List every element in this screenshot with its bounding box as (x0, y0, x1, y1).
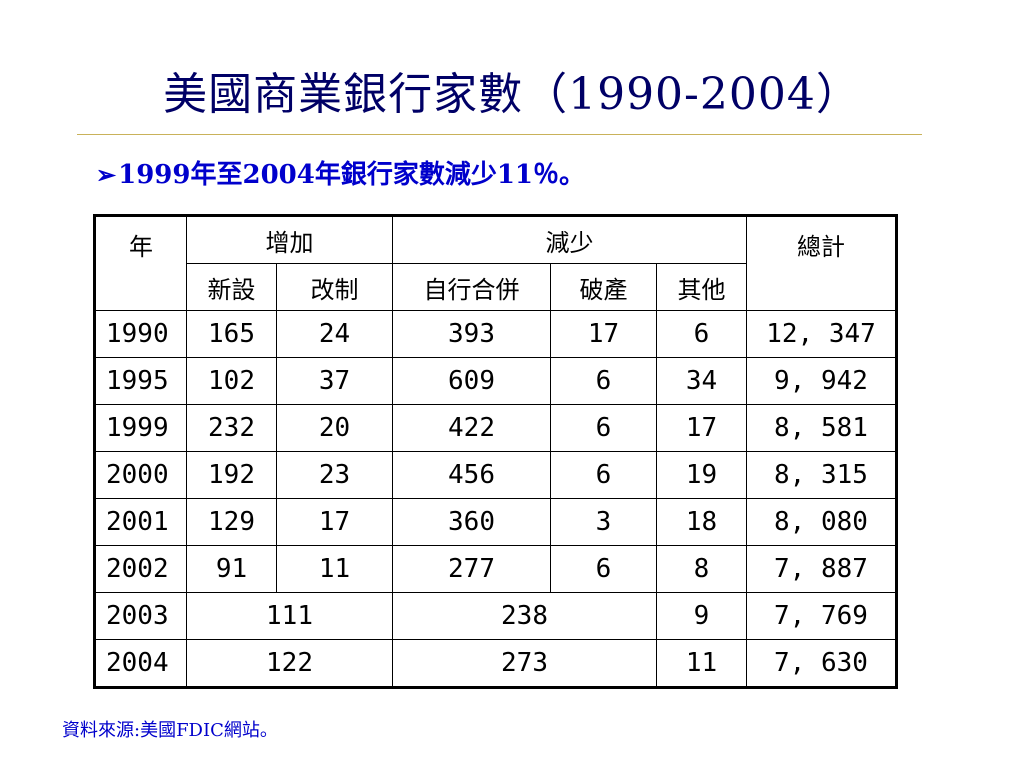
cell-total: 8, 080 (746, 498, 897, 546)
cell-other: 18 (656, 498, 747, 546)
cell-total: 7, 630 (746, 639, 897, 688)
header-new-charter: 新設 (186, 263, 277, 311)
cell-conversion: 37 (276, 357, 393, 405)
header-conversion: 改制 (276, 263, 393, 311)
bullet-text: 1999年至2004年銀行家數減少11％。 (118, 160, 586, 190)
cell-year: 2001 (94, 498, 187, 546)
table-row: 2003 111 238 9 7, 769 (94, 592, 897, 640)
cell-total: 8, 581 (746, 404, 897, 452)
cell-merger: 277 (392, 545, 551, 593)
cell-new-charter: 129 (186, 498, 277, 546)
header-total: 總計 (746, 215, 897, 311)
cell-total: 12, 347 (746, 310, 897, 358)
table-row: 2002 91 11 277 6 8 7, 887 (94, 545, 897, 593)
cell-increase-total: 122 (186, 639, 393, 688)
cell-failure: 17 (550, 310, 657, 358)
cell-new-charter: 102 (186, 357, 277, 405)
table-row: 1999 232 20 422 6 17 8, 581 (94, 404, 897, 452)
cell-new-charter: 91 (186, 545, 277, 593)
table-header-row: 年 增加 減少 總計 (94, 215, 897, 311)
bank-count-table: 年 增加 減少 總計 新設 改制 自行合併 破產 其他 1990 165 24 393… (93, 214, 898, 689)
cell-other: 34 (656, 357, 747, 405)
header-failure: 破產 (550, 263, 657, 311)
cell-year: 2004 (94, 639, 187, 688)
cell-year: 2002 (94, 545, 187, 593)
title-divider (77, 134, 922, 135)
cell-year: 1990 (94, 310, 187, 358)
cell-conversion: 11 (276, 545, 393, 593)
slide-title: 美國商業銀行家數（1990-2004） (163, 69, 861, 120)
header-increase: 增加 (186, 215, 393, 264)
cell-new-charter: 232 (186, 404, 277, 452)
source-note: 資料來源:美國FDIC網站。 (62, 720, 278, 741)
header-other: 其他 (656, 263, 747, 311)
cell-other: 9 (656, 592, 747, 640)
cell-new-charter: 165 (186, 310, 277, 358)
cell-increase-total: 111 (186, 592, 393, 640)
bullet-point: ➢1999年至2004年銀行家數減少11％。 (96, 154, 585, 191)
cell-conversion: 24 (276, 310, 393, 358)
cell-merger: 360 (392, 498, 551, 546)
cell-new-charter: 192 (186, 451, 277, 499)
cell-failure: 3 (550, 498, 657, 546)
cell-failure: 6 (550, 357, 657, 405)
table-row: 2001 129 17 360 3 18 8, 080 (94, 498, 897, 546)
cell-total: 9, 942 (746, 357, 897, 405)
cell-merger: 422 (392, 404, 551, 452)
cell-merger: 609 (392, 357, 551, 405)
cell-failure: 6 (550, 451, 657, 499)
table-row: 1995 102 37 609 6 34 9, 942 (94, 357, 897, 405)
cell-decrease-subtotal: 238 (392, 592, 657, 640)
cell-year: 1995 (94, 357, 187, 405)
table-row: 1990 165 24 393 17 6 12, 347 (94, 310, 897, 358)
header-merger: 自行合併 (392, 263, 551, 311)
table-row: 2004 122 273 11 7, 630 (94, 639, 897, 688)
cell-other: 11 (656, 639, 747, 688)
cell-merger: 456 (392, 451, 551, 499)
cell-year: 1999 (94, 404, 187, 452)
cell-total: 8, 315 (746, 451, 897, 499)
cell-failure: 6 (550, 545, 657, 593)
cell-other: 19 (656, 451, 747, 499)
header-year: 年 (94, 215, 187, 311)
table-row: 2000 192 23 456 6 19 8, 315 (94, 451, 897, 499)
cell-other: 8 (656, 545, 747, 593)
cell-conversion: 23 (276, 451, 393, 499)
cell-total: 7, 769 (746, 592, 897, 640)
cell-year: 2000 (94, 451, 187, 499)
cell-conversion: 17 (276, 498, 393, 546)
cell-conversion: 20 (276, 404, 393, 452)
cell-decrease-subtotal: 273 (392, 639, 657, 688)
arrow-bullet-icon: ➢ (96, 160, 117, 189)
cell-total: 7, 887 (746, 545, 897, 593)
header-decrease: 減少 (392, 215, 747, 264)
cell-merger: 393 (392, 310, 551, 358)
cell-year: 2003 (94, 592, 187, 640)
cell-other: 17 (656, 404, 747, 452)
cell-other: 6 (656, 310, 747, 358)
cell-failure: 6 (550, 404, 657, 452)
